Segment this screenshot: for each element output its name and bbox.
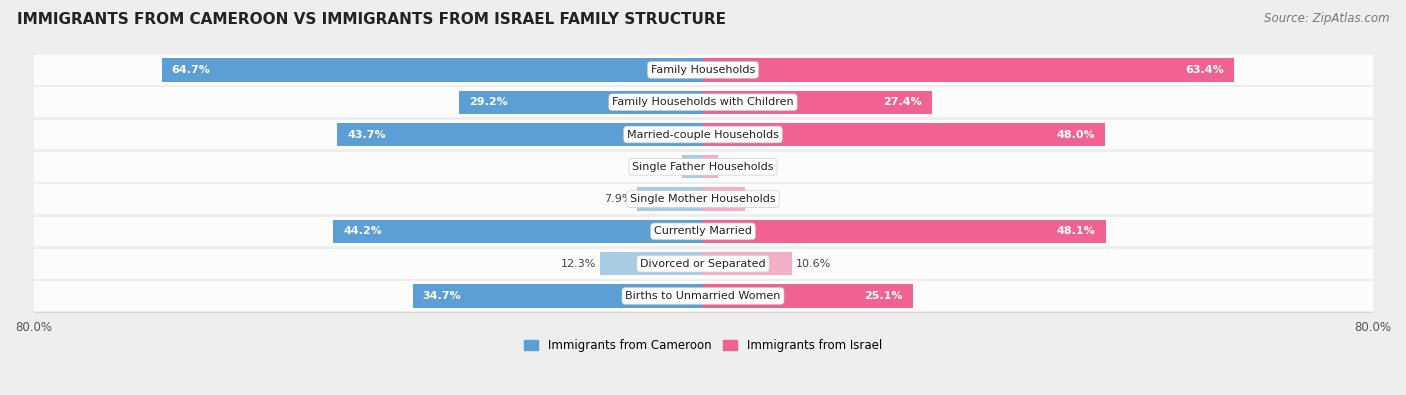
Bar — [333, 220, 703, 243]
Text: 48.1%: 48.1% — [1057, 226, 1095, 236]
Text: Family Households: Family Households — [651, 65, 755, 75]
Bar — [412, 284, 703, 308]
Bar — [34, 216, 1372, 246]
Legend: Immigrants from Cameroon, Immigrants from Israel: Immigrants from Cameroon, Immigrants fro… — [519, 335, 887, 357]
Text: Single Father Households: Single Father Households — [633, 162, 773, 172]
Text: 43.7%: 43.7% — [347, 130, 387, 139]
Text: 44.2%: 44.2% — [343, 226, 382, 236]
Bar — [34, 249, 1372, 278]
Text: 29.2%: 29.2% — [468, 97, 508, 107]
Bar — [682, 155, 703, 179]
Bar — [337, 123, 703, 146]
Bar — [703, 123, 1105, 146]
Text: Divorced or Separated: Divorced or Separated — [640, 259, 766, 269]
Bar — [34, 152, 1372, 182]
Bar — [34, 55, 1372, 85]
Text: Single Mother Households: Single Mother Households — [630, 194, 776, 204]
Text: 34.7%: 34.7% — [423, 291, 461, 301]
Bar — [703, 58, 1233, 81]
Bar — [703, 252, 792, 275]
Text: 10.6%: 10.6% — [796, 259, 831, 269]
Bar — [703, 284, 912, 308]
Bar — [637, 188, 703, 211]
Text: Family Households with Children: Family Households with Children — [612, 97, 794, 107]
Bar — [34, 184, 1372, 214]
Bar — [600, 252, 703, 275]
Bar — [34, 87, 1372, 117]
Text: Births to Unmarried Women: Births to Unmarried Women — [626, 291, 780, 301]
Text: 1.8%: 1.8% — [723, 162, 751, 172]
Text: 64.7%: 64.7% — [172, 65, 211, 75]
Bar — [703, 90, 932, 114]
Bar — [458, 90, 703, 114]
Text: Source: ZipAtlas.com: Source: ZipAtlas.com — [1264, 12, 1389, 25]
Text: 2.5%: 2.5% — [650, 162, 678, 172]
Bar — [34, 120, 1372, 149]
Bar — [703, 155, 718, 179]
Text: 25.1%: 25.1% — [865, 291, 903, 301]
Bar — [703, 188, 745, 211]
Text: 63.4%: 63.4% — [1185, 65, 1223, 75]
Text: Currently Married: Currently Married — [654, 226, 752, 236]
Bar — [162, 58, 703, 81]
Text: 48.0%: 48.0% — [1056, 130, 1095, 139]
Text: IMMIGRANTS FROM CAMEROON VS IMMIGRANTS FROM ISRAEL FAMILY STRUCTURE: IMMIGRANTS FROM CAMEROON VS IMMIGRANTS F… — [17, 12, 725, 27]
Text: 7.9%: 7.9% — [605, 194, 633, 204]
Text: 5.0%: 5.0% — [749, 194, 778, 204]
Text: 27.4%: 27.4% — [883, 97, 922, 107]
Bar — [703, 220, 1105, 243]
Text: 12.3%: 12.3% — [561, 259, 596, 269]
Text: Married-couple Households: Married-couple Households — [627, 130, 779, 139]
Bar — [34, 281, 1372, 311]
